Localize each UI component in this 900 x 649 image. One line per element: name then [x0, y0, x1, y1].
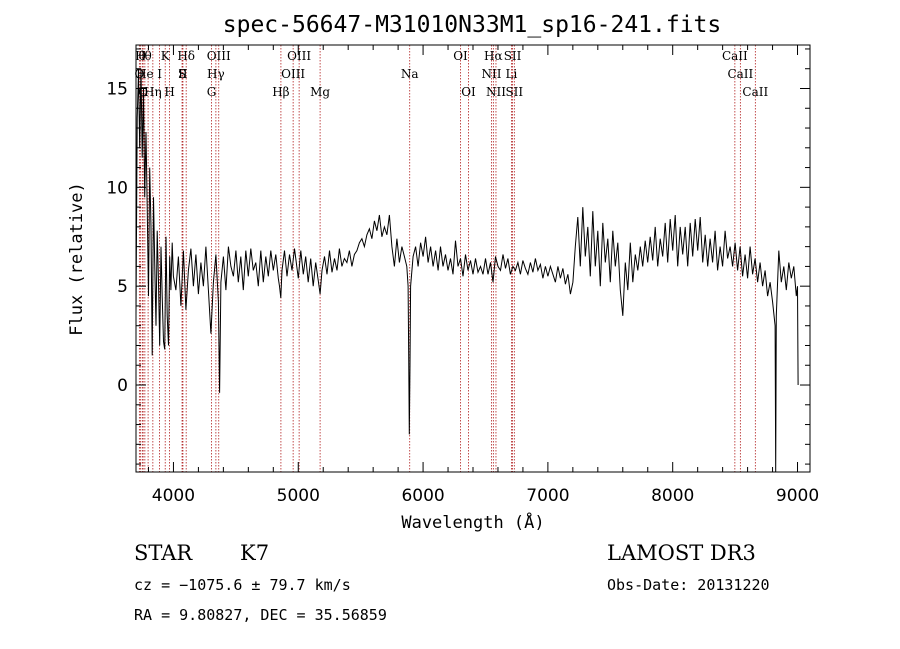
line-label: θ [139, 49, 146, 63]
object-subclass: K7 [240, 541, 269, 565]
line-label: OIII [207, 49, 231, 63]
line-label: Hα [484, 49, 503, 63]
line-label: OI [453, 49, 468, 63]
line-label: OIII [287, 49, 311, 63]
line-label: SII [505, 85, 523, 99]
line-label: G [207, 85, 217, 99]
x-tick-label: 8000 [651, 486, 694, 506]
y-tick-label: 0 [117, 376, 128, 396]
line-label: Hδ [177, 49, 195, 63]
coordinates: RA = 9.80827, DEC = 35.56859 [134, 606, 387, 624]
x-axis-label: Wavelength (Å) [401, 511, 544, 533]
line-label: SII [504, 49, 522, 63]
line-label: Mg [310, 85, 330, 99]
x-axis-ticks: 4000 5000 6000 7000 8000 9000 [147, 45, 819, 506]
line-label: Li [506, 67, 518, 81]
line-label: O [134, 67, 144, 81]
line-label: Hβ [272, 85, 289, 99]
line-label: Hγ [207, 67, 225, 81]
line-label: S [178, 67, 186, 81]
y-axis-label: Flux (relative) [67, 182, 87, 336]
y-tick-label: 10 [106, 178, 128, 198]
x-tick-label: 4000 [152, 486, 195, 506]
x-tick-label: 5000 [277, 486, 320, 506]
survey-name: LAMOST DR3 [607, 541, 756, 565]
line-label: NII [481, 67, 501, 81]
x-tick-label: 9000 [776, 486, 819, 506]
x-tick-label: 6000 [401, 486, 444, 506]
line-label: Na [401, 67, 419, 81]
line-label: H [135, 49, 145, 63]
line-label: θ [144, 49, 151, 63]
obs-date: Obs-Date: 20131220 [607, 576, 770, 594]
line-markers [138, 45, 756, 472]
object-class: STAR [134, 541, 193, 565]
redshift-text: cz = −1075.6 ± 79.7 km/s [134, 576, 351, 594]
line-label: I [157, 67, 162, 81]
line-label: OIII [281, 67, 305, 81]
line-label: CaII [727, 67, 753, 81]
y-tick-label: 15 [106, 79, 128, 99]
line-label: Hη [144, 85, 162, 99]
spectrum-line [135, 68, 799, 473]
line-label: K [161, 49, 171, 63]
line-label: CaII [722, 49, 748, 63]
line-label: II [178, 67, 188, 81]
y-axis-ticks: 0 5 10 15 [106, 48, 810, 465]
plot-frame [135, 44, 811, 473]
line-label: H [164, 85, 174, 99]
chart-title: spec-56647-M31010N33M1_sp16-241.fits [223, 12, 722, 38]
x-tick-label: 7000 [526, 486, 569, 506]
y-tick-label: 5 [117, 277, 128, 297]
line-label: OI [461, 85, 476, 99]
line-label: CaII [742, 85, 768, 99]
line-label: NII [486, 85, 506, 99]
